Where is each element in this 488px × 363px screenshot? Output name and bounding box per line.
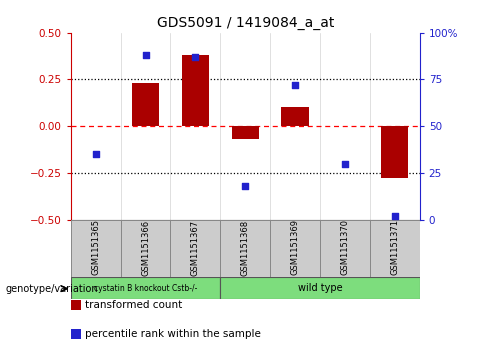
Bar	[370, 220, 420, 278]
Text: wild type: wild type	[298, 283, 342, 293]
Point	[92, 151, 100, 157]
Point	[191, 54, 199, 60]
Text: GSM1151367: GSM1151367	[191, 219, 200, 276]
Bar	[71, 220, 121, 278]
Title: GDS5091 / 1419084_a_at: GDS5091 / 1419084_a_at	[157, 16, 334, 30]
Bar	[170, 220, 220, 278]
Bar	[381, 126, 408, 179]
Point	[291, 82, 299, 88]
Point	[391, 213, 399, 219]
Point	[142, 52, 149, 58]
Point	[341, 160, 349, 166]
Text: genotype/variation: genotype/variation	[6, 284, 99, 294]
Bar	[270, 220, 320, 278]
Bar	[231, 126, 259, 139]
Bar	[282, 107, 309, 126]
Point	[242, 183, 249, 189]
Bar	[220, 220, 270, 278]
Bar	[220, 277, 420, 299]
Text: GSM1151370: GSM1151370	[341, 220, 349, 276]
Text: GSM1151365: GSM1151365	[91, 220, 100, 276]
Text: GSM1151366: GSM1151366	[141, 219, 150, 276]
Text: cystatin B knockout Cstb-/-: cystatin B knockout Cstb-/-	[94, 284, 197, 293]
Text: GSM1151371: GSM1151371	[390, 220, 399, 276]
Bar	[132, 83, 159, 126]
Bar	[71, 277, 220, 299]
Bar	[320, 220, 370, 278]
Text: percentile rank within the sample: percentile rank within the sample	[85, 329, 261, 339]
Text: transformed count: transformed count	[85, 300, 183, 310]
Bar	[121, 220, 170, 278]
Bar	[182, 55, 209, 126]
Text: GSM1151368: GSM1151368	[241, 219, 250, 276]
Text: GSM1151369: GSM1151369	[290, 220, 300, 276]
